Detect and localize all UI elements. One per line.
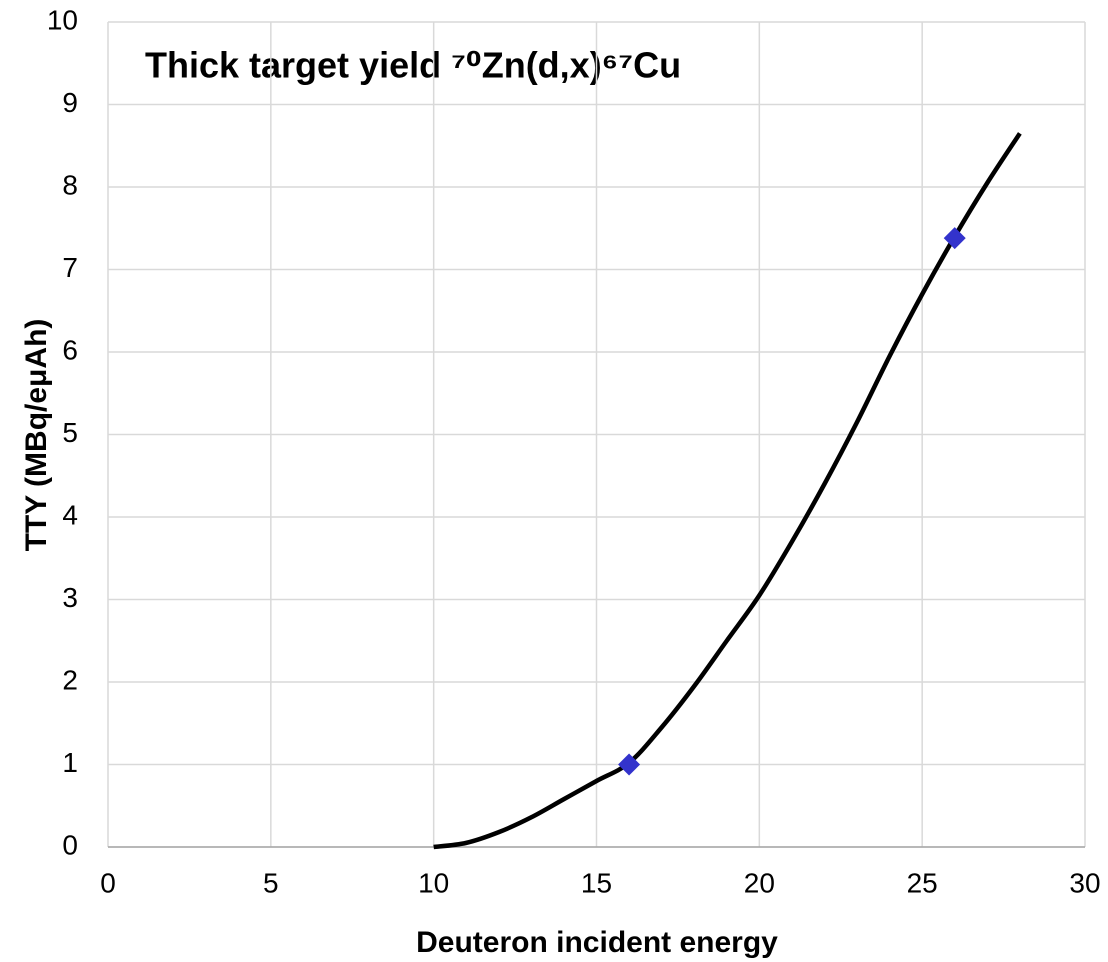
x-tick-label: 25	[907, 867, 938, 898]
data-point	[618, 753, 641, 776]
y-tick-label: 5	[62, 417, 78, 448]
data-point	[943, 227, 966, 250]
chart-title: Thick target yield ⁷⁰Zn(d,x)⁶⁷Cu	[145, 45, 681, 86]
x-tick-label: 20	[744, 867, 775, 898]
y-tick-label: 0	[62, 829, 78, 860]
x-tick-label: 10	[418, 867, 449, 898]
x-axis-label: Deuteron incident energy	[416, 926, 778, 959]
y-tick-label: 1	[62, 747, 78, 778]
y-tick-label: 8	[62, 169, 78, 200]
x-tick-label: 0	[100, 867, 116, 898]
y-axis-label: TTY (MBq/eμAh)	[20, 319, 53, 552]
x-tick-label: 5	[263, 867, 279, 898]
y-tick-label: 9	[62, 87, 78, 118]
y-tick-label: 6	[62, 334, 78, 365]
y-tick-label: 2	[62, 664, 78, 695]
x-tick-label: 15	[581, 867, 612, 898]
y-tick-label: 3	[62, 582, 78, 613]
y-tick-label: 10	[47, 4, 78, 35]
x-tick-label: 30	[1069, 867, 1100, 898]
curve	[433, 132, 1022, 850]
y-tick-label: 7	[62, 252, 78, 283]
y-tick-label: 4	[62, 499, 78, 530]
